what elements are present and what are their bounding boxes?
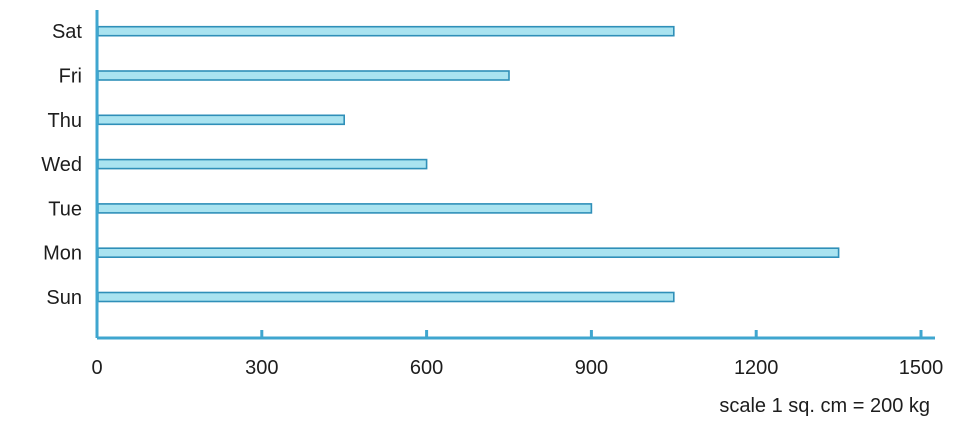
category-label-mon: Mon [43,243,82,265]
scale-note: scale 1 sq. cm = 200 kg [719,395,930,417]
bar-sat [97,25,675,37]
category-label-sat: Sat [52,21,82,43]
bars-layer [97,25,840,303]
labels-layer: 0 300 600 900 1200 1500 Sun Mon Tue Wed Thu Fri Sat [41,21,943,379]
category-label-wed: Wed [41,154,82,176]
category-label-sun: Sun [46,287,82,309]
category-label-fri: Fri [59,66,82,88]
x-tick-label: 600 [410,357,443,379]
x-tick-label: 300 [245,357,278,379]
category-label-tue: Tue [48,198,82,220]
x-tick-label: 1500 [899,357,944,379]
x-tick-label: 0 [91,357,102,379]
bar-wed [97,158,428,170]
x-tick-label: 1200 [734,357,779,379]
bar-fri [97,70,510,81]
axis-layer [95,10,935,340]
x-tick-label: 900 [575,357,608,379]
bar-tue [97,203,593,214]
bar-thu [97,114,345,126]
category-label-thu: Thu [48,110,82,132]
bar-sun [97,291,675,303]
bar-mon [97,247,840,258]
